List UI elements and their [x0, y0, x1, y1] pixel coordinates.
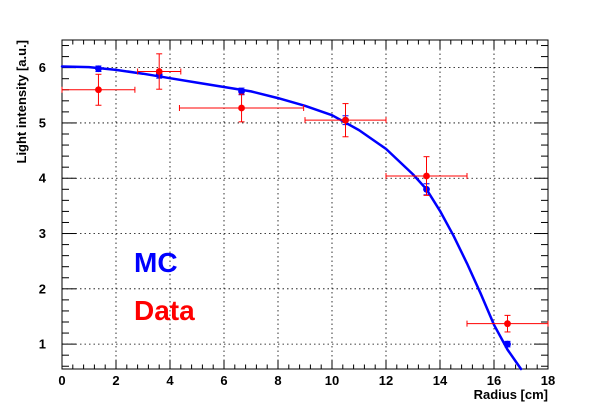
x-tick-label: 4	[166, 373, 174, 388]
x-tick-label: 10	[325, 373, 339, 388]
x-tick-labels: 0 2 4 6 8 10 12 14 16 18	[58, 373, 555, 388]
mc-point	[238, 87, 245, 96]
mc-point	[504, 340, 511, 348]
x-tick-label: 8	[274, 373, 281, 388]
y-tick-label: 6	[39, 60, 46, 75]
y-tick-label: 5	[39, 115, 46, 130]
mc-marker	[95, 65, 102, 73]
data-marker	[155, 68, 163, 75]
legend-label-data: Data	[134, 295, 195, 326]
y-tick-labels: 1 2 3 4 5 6	[39, 60, 47, 351]
x-tick-label: 16	[487, 373, 501, 388]
data-point	[466, 314, 549, 333]
x-tick-label: 2	[112, 373, 119, 388]
x-tick-label: 18	[541, 373, 555, 388]
data-marker	[342, 116, 349, 124]
y-tick-label: 4	[39, 171, 47, 186]
data-marker	[423, 172, 430, 180]
data-point	[304, 103, 387, 138]
y-tick-label: 2	[39, 281, 46, 296]
y-tick-label: 1	[39, 337, 46, 352]
legend-label-mc: MC	[134, 247, 178, 278]
grid	[62, 40, 548, 369]
series	[60, 53, 549, 371]
x-tick-label: 6	[220, 373, 227, 388]
mc-curve	[60, 65, 523, 371]
plot-frame	[61, 39, 549, 370]
data-point	[137, 53, 182, 90]
x-tick-label: 14	[433, 373, 448, 388]
x-tick-label: 12	[379, 373, 393, 388]
x-tick-label: 0	[58, 373, 65, 388]
mc-point	[95, 65, 102, 73]
data-marker	[504, 320, 511, 328]
data-point	[385, 156, 468, 196]
mc-marker	[504, 340, 511, 348]
data-marker	[238, 104, 245, 112]
axis-ticks	[61, 40, 549, 369]
data-point	[178, 93, 305, 123]
data-point	[61, 73, 136, 106]
x-axis-title: Radius [cm]	[474, 387, 548, 402]
mc-marker	[238, 88, 245, 95]
data-marker	[95, 86, 102, 94]
y-axis-title: Light intensity [a.u.]	[14, 40, 29, 164]
y-tick-label: 3	[39, 226, 46, 241]
